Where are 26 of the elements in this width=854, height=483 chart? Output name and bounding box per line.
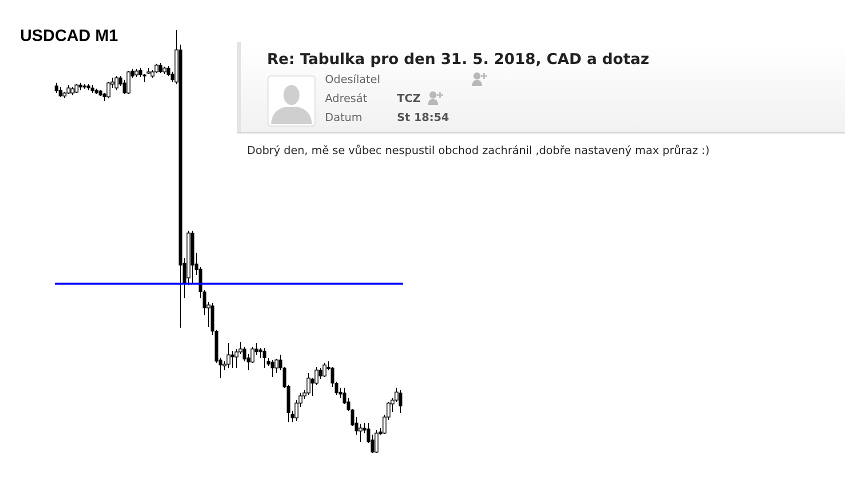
candlestick — [154, 63, 158, 74]
candlestick — [126, 70, 130, 94]
candlestick — [230, 350, 234, 368]
candlestick — [262, 348, 266, 368]
candlestick — [306, 372, 310, 396]
candlestick — [114, 76, 118, 91]
candlestick — [158, 62, 162, 74]
text: Re: Tabulka pro den 31. 5. 2018, CAD a dotaz — [267, 50, 650, 68]
annotation: St 18:54 — [397, 111, 450, 124]
annotation: Adresát — [325, 92, 368, 105]
candlestick — [322, 362, 326, 378]
candlestick — [398, 389, 402, 414]
annotation: Odesílatel — [325, 73, 380, 86]
candlestick — [358, 423, 362, 442]
annotation: Dobrý den, mě se vůbec nespustil obchod zachránil ,dobře nastavený max průraz :) — [247, 144, 710, 157]
chart-title: USDCAD M1 — [20, 27, 118, 45]
candlestick — [374, 430, 378, 454]
candlestick — [226, 342, 230, 368]
candlestick — [270, 359, 274, 378]
candlestick — [274, 358, 278, 374]
candlestick — [106, 82, 110, 99]
candlestick — [58, 86, 62, 98]
candlestick — [54, 82, 58, 94]
candlestick — [318, 367, 322, 380]
annotation: TCZ — [397, 92, 421, 105]
annotation: Datum — [325, 111, 362, 124]
